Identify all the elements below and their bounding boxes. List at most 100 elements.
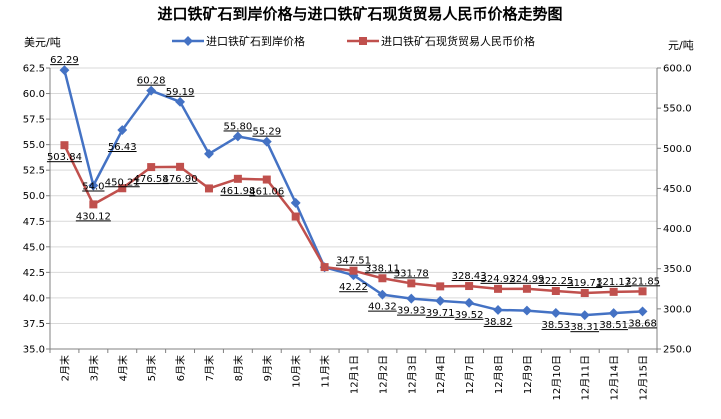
chart-title: 进口铁矿石到岸价格与进口铁矿石现货贸易人民币价格走势图 — [157, 5, 562, 23]
x-tick-label: 12月14日 — [609, 355, 621, 400]
data-point-series-2 — [320, 263, 329, 272]
data-label-series-2: 321.85 — [625, 276, 660, 287]
x-tick-label: 6月末 — [174, 355, 187, 381]
y-left-tick-label: 37.5 — [23, 319, 45, 330]
data-label-series-2: 430.12 — [76, 211, 111, 222]
data-point-series-2 — [378, 274, 387, 283]
data-label-series-1: 62.29 — [50, 55, 79, 66]
y-left-tick-label: 42.5 — [23, 268, 45, 279]
data-point-series-1 — [521, 305, 532, 316]
data-label-series-1: 38.82 — [484, 317, 513, 328]
x-tick-label: 12月10日 — [551, 355, 563, 400]
data-label-series-1: 39.93 — [397, 306, 426, 317]
data-label-series-2: 319.71 — [567, 278, 602, 289]
data-label-series-2: 503.84 — [47, 152, 82, 163]
data-point-series-1 — [493, 305, 503, 315]
data-point-series-1 — [406, 293, 417, 304]
x-tick-labels: 2月末 3月末 4月末 5月末 6月末 7月末 8月末 9月末 10月末 11月末 12月1日 12月… — [58, 355, 649, 400]
data-point-series-2 — [233, 174, 242, 183]
data-point-series-1 — [261, 136, 272, 147]
data-label-series-2: 347.51 — [336, 256, 371, 267]
x-tick-label: 12月2日 — [377, 355, 389, 394]
data-label-series-2: 331.78 — [394, 268, 429, 279]
data-point-series-1 — [204, 148, 214, 159]
data-label-series-2: 321.17 — [596, 277, 631, 288]
data-point-series-2 — [89, 200, 98, 209]
x-tick-label: 5月末 — [145, 355, 158, 381]
y-right-tick-label: 500.0 — [663, 144, 692, 155]
data-label-series-1: 55.80 — [224, 121, 253, 132]
x-tick-label: 11月末 — [319, 355, 332, 388]
y-left-tick-label: 40.0 — [23, 293, 45, 304]
data-label-series-2: 328.43 — [452, 271, 487, 282]
data-label-series-1: 40.32 — [368, 302, 397, 313]
y-left-tick-label: 62.5 — [23, 64, 45, 75]
data-point-series-2 — [147, 163, 156, 172]
data-point-series-2 — [609, 287, 618, 296]
data-label-series-2: 338.11 — [365, 263, 400, 274]
x-tick-label: 10月末 — [290, 355, 303, 388]
data-label-series-2: 324.92 — [481, 274, 516, 285]
data-point-series-1 — [88, 180, 99, 191]
x-tick-label: 12月9日 — [522, 355, 534, 394]
data-label-series-1: 42.22 — [339, 282, 368, 293]
x-tick-label: 12月11日 — [580, 355, 592, 400]
data-point-series-2 — [638, 287, 647, 296]
data-point-series-2 — [522, 284, 531, 293]
y-right-tick-label: 350.0 — [663, 264, 692, 275]
y-right-tick-label: 300.0 — [663, 304, 692, 315]
x-tick-label: 12月15日 — [638, 355, 650, 400]
y-left-unit: 美元/吨 — [24, 36, 61, 49]
data-label-series-1: 38.51 — [599, 320, 628, 331]
y-left-tick-label: 60.0 — [23, 89, 45, 100]
data-label-series-1: 60.28 — [137, 76, 166, 87]
gridlines — [50, 67, 657, 350]
data-point-series-1 — [435, 295, 446, 306]
data-point-series-1 — [637, 306, 648, 317]
data-point-series-2 — [551, 286, 560, 295]
legend-marker-series-1 — [183, 36, 193, 46]
y-left-tick-label: 50.0 — [23, 191, 45, 202]
y-right-tick-label: 450.0 — [663, 184, 692, 195]
data-label-series-1: 39.71 — [426, 308, 455, 319]
data-point-series-1 — [579, 310, 590, 321]
data-label-series-1: 56.43 — [108, 142, 137, 153]
y-right-tick-label: 250.0 — [663, 345, 692, 356]
y-left-tick-label: 47.5 — [23, 217, 45, 228]
x-tick-label: 9月末 — [261, 355, 274, 381]
data-point-series-1 — [377, 289, 388, 300]
data-label-series-2: 324.99 — [509, 274, 544, 285]
y-right-tick-labels: 250.0 300.0 350.0 400.0 450.0 500.0 550.0 600.0 — [663, 64, 692, 356]
data-point-series-2 — [262, 175, 271, 184]
data-point-series-1 — [550, 307, 561, 318]
y-right-tick-label: 600.0 — [663, 64, 692, 75]
x-tick-label: 2月末 — [58, 355, 71, 381]
data-point-series-2 — [60, 141, 69, 150]
data-point-series-1 — [608, 308, 619, 319]
data-label-series-2: 476.90 — [163, 174, 198, 185]
x-tick-label: 8月末 — [232, 355, 245, 381]
data-point-series-2 — [494, 284, 503, 293]
data-point-series-2 — [118, 184, 127, 193]
data-label-series-1: 39.52 — [455, 310, 484, 321]
data-label-series-2: 461.06 — [249, 187, 284, 198]
y-right-tick-label: 400.0 — [663, 224, 692, 235]
x-tick-label: 12月8日 — [493, 355, 505, 394]
x-tick-label: 12月4日 — [435, 355, 447, 394]
legend-marker-series-2 — [359, 37, 367, 45]
data-label-series-2: 461.98 — [220, 186, 255, 197]
data-point-series-1 — [59, 65, 70, 76]
y-right-unit: 元/吨 — [668, 39, 694, 52]
data-label-series-2: 450.21 — [105, 177, 140, 188]
data-point-series-1 — [175, 96, 186, 107]
y-left-tick-label: 52.5 — [23, 166, 45, 177]
x-tick-label: 7月末 — [203, 355, 216, 381]
series-markers — [59, 65, 648, 321]
x-tick-label: 12月3日 — [406, 355, 418, 394]
data-label-series-1: 54.0 — [82, 182, 104, 193]
data-point-series-2 — [349, 266, 358, 275]
data-point-series-1 — [146, 85, 157, 96]
data-label-series-1: 38.31 — [570, 322, 599, 333]
data-point-series-2 — [176, 162, 185, 171]
